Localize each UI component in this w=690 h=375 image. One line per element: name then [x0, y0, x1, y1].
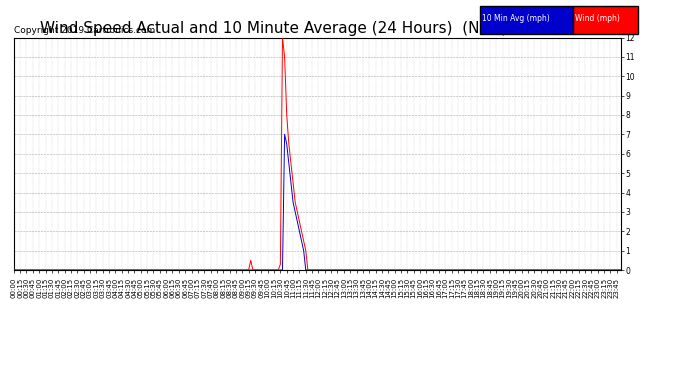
Text: Copyright 2019 Cartronics.com: Copyright 2019 Cartronics.com [14, 26, 155, 35]
Text: Wind (mph): Wind (mph) [575, 14, 620, 23]
Title: Wind Speed Actual and 10 Minute Average (24 Hours)  (New)  20190816: Wind Speed Actual and 10 Minute Average … [40, 21, 595, 36]
Text: 10 Min Avg (mph): 10 Min Avg (mph) [482, 14, 549, 23]
